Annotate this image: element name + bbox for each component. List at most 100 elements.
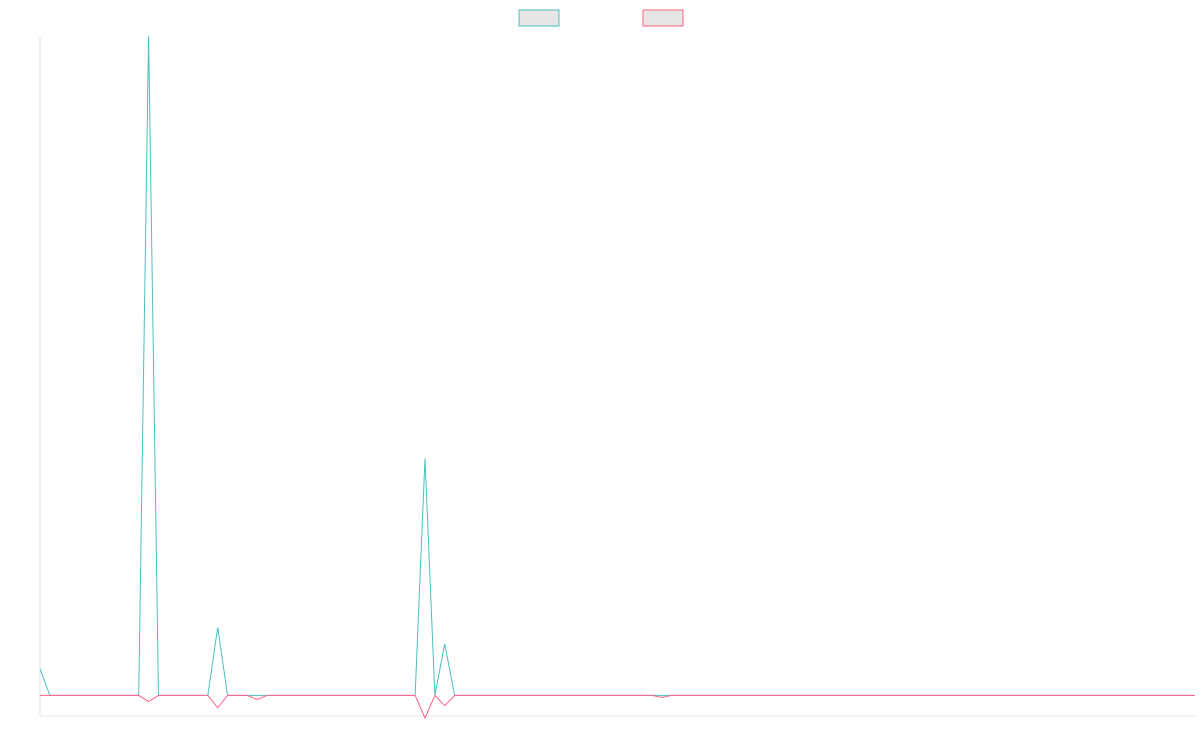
series-2-point[interactable]	[749, 693, 753, 697]
series-2-point[interactable]	[581, 693, 585, 697]
series-2-point[interactable]	[1163, 693, 1167, 697]
series-2-point[interactable]	[926, 693, 930, 697]
series-2-point[interactable]	[137, 693, 141, 697]
series-2-point[interactable]	[206, 693, 210, 697]
series-2-point[interactable]	[58, 693, 62, 697]
series-2-point[interactable]	[719, 693, 723, 697]
series-2-point[interactable]	[1045, 693, 1049, 697]
series-2-point[interactable]	[640, 693, 644, 697]
series-2-point[interactable]	[611, 693, 615, 697]
series-2-point[interactable]	[877, 693, 881, 697]
series-2-point[interactable]	[295, 693, 299, 697]
series-2-point[interactable]	[512, 693, 516, 697]
series-2-point[interactable]	[255, 698, 259, 702]
series-2-point[interactable]	[492, 693, 496, 697]
series-2-point[interactable]	[1055, 693, 1059, 697]
series-1-point[interactable]	[38, 667, 42, 671]
series-2-point[interactable]	[443, 704, 447, 708]
series-2-point[interactable]	[630, 693, 634, 697]
series-2-point[interactable]	[275, 693, 279, 697]
series-2-point[interactable]	[334, 693, 338, 697]
series-2-point[interactable]	[956, 693, 960, 697]
series-2-point[interactable]	[433, 693, 437, 697]
series-2-point[interactable]	[502, 693, 506, 697]
series-2-point[interactable]	[166, 693, 170, 697]
series-2-point[interactable]	[1183, 693, 1187, 697]
series-2-point[interactable]	[601, 693, 605, 697]
series-1-point[interactable]	[423, 456, 427, 460]
series-2-point[interactable]	[778, 693, 782, 697]
series-1-point[interactable]	[147, 34, 151, 38]
series-2-point[interactable]	[423, 716, 427, 720]
series-2-point[interactable]	[1025, 693, 1029, 697]
series-2-point[interactable]	[216, 706, 220, 710]
series-2-point[interactable]	[808, 693, 812, 697]
series-2-point[interactable]	[690, 693, 694, 697]
series-2-point[interactable]	[739, 693, 743, 697]
series-2-point[interactable]	[384, 693, 388, 697]
series-2-point[interactable]	[917, 693, 921, 697]
series-2-point[interactable]	[522, 693, 526, 697]
series-1-point[interactable]	[443, 642, 447, 646]
series-2-point[interactable]	[857, 693, 861, 697]
series-2-point[interactable]	[1084, 693, 1088, 697]
series-2-point[interactable]	[68, 693, 72, 697]
series-2-point[interactable]	[226, 693, 230, 697]
series-2-point[interactable]	[1035, 693, 1039, 697]
series-2-point[interactable]	[176, 693, 180, 697]
series-2-point[interactable]	[393, 693, 397, 697]
series-2-point[interactable]	[680, 693, 684, 697]
series-2-point[interactable]	[709, 693, 713, 697]
series-2-point[interactable]	[897, 693, 901, 697]
series-2-point[interactable]	[324, 693, 328, 697]
series-2-point[interactable]	[482, 693, 486, 697]
series-2-point[interactable]	[48, 693, 52, 697]
series-2-point[interactable]	[759, 693, 763, 697]
series-2-point[interactable]	[828, 693, 832, 697]
series-2-point[interactable]	[699, 693, 703, 697]
series-2-point[interactable]	[403, 693, 407, 697]
series-2-point[interactable]	[670, 693, 674, 697]
series-2-point[interactable]	[1005, 693, 1009, 697]
series-2-point[interactable]	[541, 693, 545, 697]
series-2-point[interactable]	[107, 693, 111, 697]
series-2-point[interactable]	[847, 693, 851, 697]
series-2-point[interactable]	[364, 693, 368, 697]
series-2-point[interactable]	[1193, 693, 1197, 697]
series-2-point[interactable]	[1154, 693, 1158, 697]
series-2-point[interactable]	[729, 693, 733, 697]
series-2-point[interactable]	[97, 693, 101, 697]
series-2-point[interactable]	[1075, 693, 1079, 697]
series-2-point[interactable]	[1114, 693, 1118, 697]
series-2-point[interactable]	[77, 693, 81, 697]
series-2-point[interactable]	[867, 693, 871, 697]
series-1-point[interactable]	[216, 625, 220, 629]
series-2-point[interactable]	[305, 693, 309, 697]
series-2-point[interactable]	[1124, 693, 1128, 697]
series-2-point[interactable]	[1104, 693, 1108, 697]
series-2-point[interactable]	[462, 693, 466, 697]
series-2-point[interactable]	[196, 693, 200, 697]
legend-swatch-1[interactable]	[518, 9, 560, 27]
series-2-point[interactable]	[344, 693, 348, 697]
series-2-point[interactable]	[907, 693, 911, 697]
series-2-point[interactable]	[1065, 693, 1069, 697]
series-2-point[interactable]	[472, 693, 476, 697]
series-2-point[interactable]	[551, 693, 555, 697]
series-2-point[interactable]	[1094, 693, 1098, 697]
legend-swatch-2[interactable]	[642, 9, 684, 27]
series-2-point[interactable]	[769, 693, 773, 697]
series-2-point[interactable]	[1134, 693, 1138, 697]
series-2-point[interactable]	[976, 693, 980, 697]
series-2-point[interactable]	[591, 693, 595, 697]
series-2-point[interactable]	[532, 693, 536, 697]
series-2-point[interactable]	[156, 693, 160, 697]
series-2-point[interactable]	[887, 693, 891, 697]
series-2-point[interactable]	[1144, 693, 1148, 697]
series-2-point[interactable]	[1173, 693, 1177, 697]
series-2-point[interactable]	[620, 693, 624, 697]
series-2-point[interactable]	[798, 693, 802, 697]
series-2-point[interactable]	[818, 693, 822, 697]
series-2-point[interactable]	[87, 693, 91, 697]
series-2-point[interactable]	[235, 693, 239, 697]
